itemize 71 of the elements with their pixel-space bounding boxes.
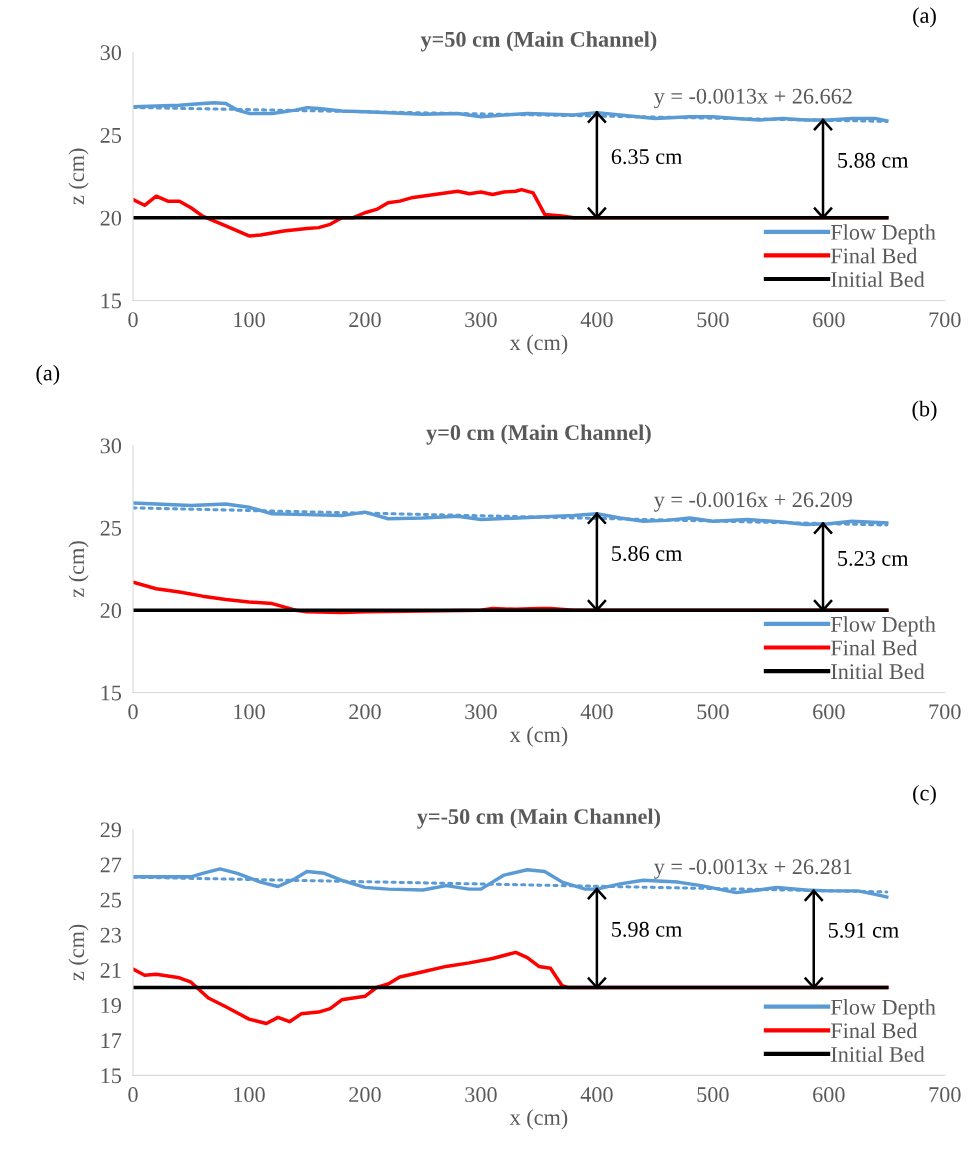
y-tick-label: 20 (100, 603, 122, 619)
x-tick-label: 300 (465, 704, 497, 720)
series-label: 6.35 cm (611, 149, 683, 165)
x-tick-label: 700 (929, 1087, 961, 1103)
x-tick-label: 500 (697, 1087, 729, 1103)
y-tick-label: 17 (101, 1033, 122, 1048)
series-label: 5.86 cm (612, 545, 683, 562)
x-tick-label: 500 (697, 312, 729, 328)
x-axis-title: x (cm) (509, 1109, 568, 1130)
x-tick-label: 100 (234, 312, 265, 328)
x-tick-label: 200 (349, 312, 381, 328)
series-label: y = -0.0013x + 26.662 (654, 88, 852, 109)
text: (a) (913, 7, 936, 28)
x-tick-label: 200 (349, 1087, 381, 1103)
x-tick-label: 300 (465, 1087, 497, 1103)
y-tick-label: 27 (100, 857, 122, 873)
x-tick-label: 100 (234, 1087, 265, 1103)
x-tick-label: 700 (929, 704, 961, 720)
x-tick-label: 0 (128, 1087, 138, 1103)
y-tick-label: 25 (100, 127, 122, 143)
y-axis-title: z (cm) (68, 148, 89, 205)
chart-title: y=-50 cm (Main Channel) (417, 808, 660, 829)
x-tick-label: 0 (128, 312, 138, 328)
y-tick-label: 15 (101, 1068, 122, 1084)
y-tick-label: 19 (101, 998, 122, 1013)
x-tick-label: 600 (813, 1087, 845, 1103)
x-axis-title: x (cm) (509, 726, 568, 747)
x-tick-label: 400 (580, 1087, 613, 1103)
y-tick-label: 21 (100, 962, 121, 978)
x-tick-label: 100 (234, 704, 265, 720)
series-label: 5.88 cm (838, 152, 909, 168)
x-tick-label: 200 (349, 704, 381, 720)
y-tick-label: 25 (100, 892, 122, 908)
y-tick-label: 29 (100, 822, 122, 838)
legend-label: Initial Bed (831, 271, 925, 288)
legend-label: Flow Depth (830, 999, 936, 1020)
legend-label: Initial Bed (831, 1046, 925, 1062)
legend-label: Final Bed (830, 247, 918, 264)
x-tick-label: 400 (580, 312, 613, 328)
x-axis-title: x (cm) (509, 334, 568, 355)
x-tick-label: 0 (128, 704, 138, 720)
chart-title: y=50 cm (Main Channel) (420, 31, 657, 52)
x-tick-label: 300 (465, 312, 497, 328)
series-label: y = -0.0016x + 26.209 (654, 492, 852, 512)
x-tick-label: 600 (813, 312, 845, 328)
y-tick-label: 30 (100, 438, 122, 454)
legend-label: Final Bed (830, 1022, 918, 1039)
legend-label: Flow Depth (830, 224, 936, 245)
y-axis-title: z (cm) (68, 541, 89, 598)
y-tick-label: 20 (100, 210, 122, 226)
y-tick-label: 15 (101, 685, 122, 701)
chart-title: y=0 cm (Main Channel) (426, 424, 651, 445)
x-tick-label: 700 (929, 312, 961, 328)
y-axis-title: z (cm) (68, 924, 89, 981)
y-tick-label: 30 (100, 45, 122, 61)
legend-label: Flow Depth (830, 616, 936, 637)
y-tick-label: 25 (100, 520, 122, 536)
x-tick-label: 400 (580, 704, 613, 720)
y-tick-label: 23 (100, 927, 122, 943)
y-tick-label: 15 (101, 293, 122, 309)
series-label: y = -0.0013x + 26.281 (654, 859, 852, 879)
x-tick-label: 600 (813, 704, 845, 720)
series-label: 5.98 cm (612, 921, 683, 937)
series-label: 5.23 cm (838, 550, 909, 566)
legend-label: Final Bed (830, 639, 918, 656)
x-tick-label: 500 (697, 704, 729, 720)
text: (c) (913, 784, 936, 806)
series-label: 5.91 cm (828, 922, 899, 938)
legend-label: Initial Bed (831, 663, 925, 680)
text: (a) (36, 364, 60, 385)
text: (b) (912, 400, 937, 421)
